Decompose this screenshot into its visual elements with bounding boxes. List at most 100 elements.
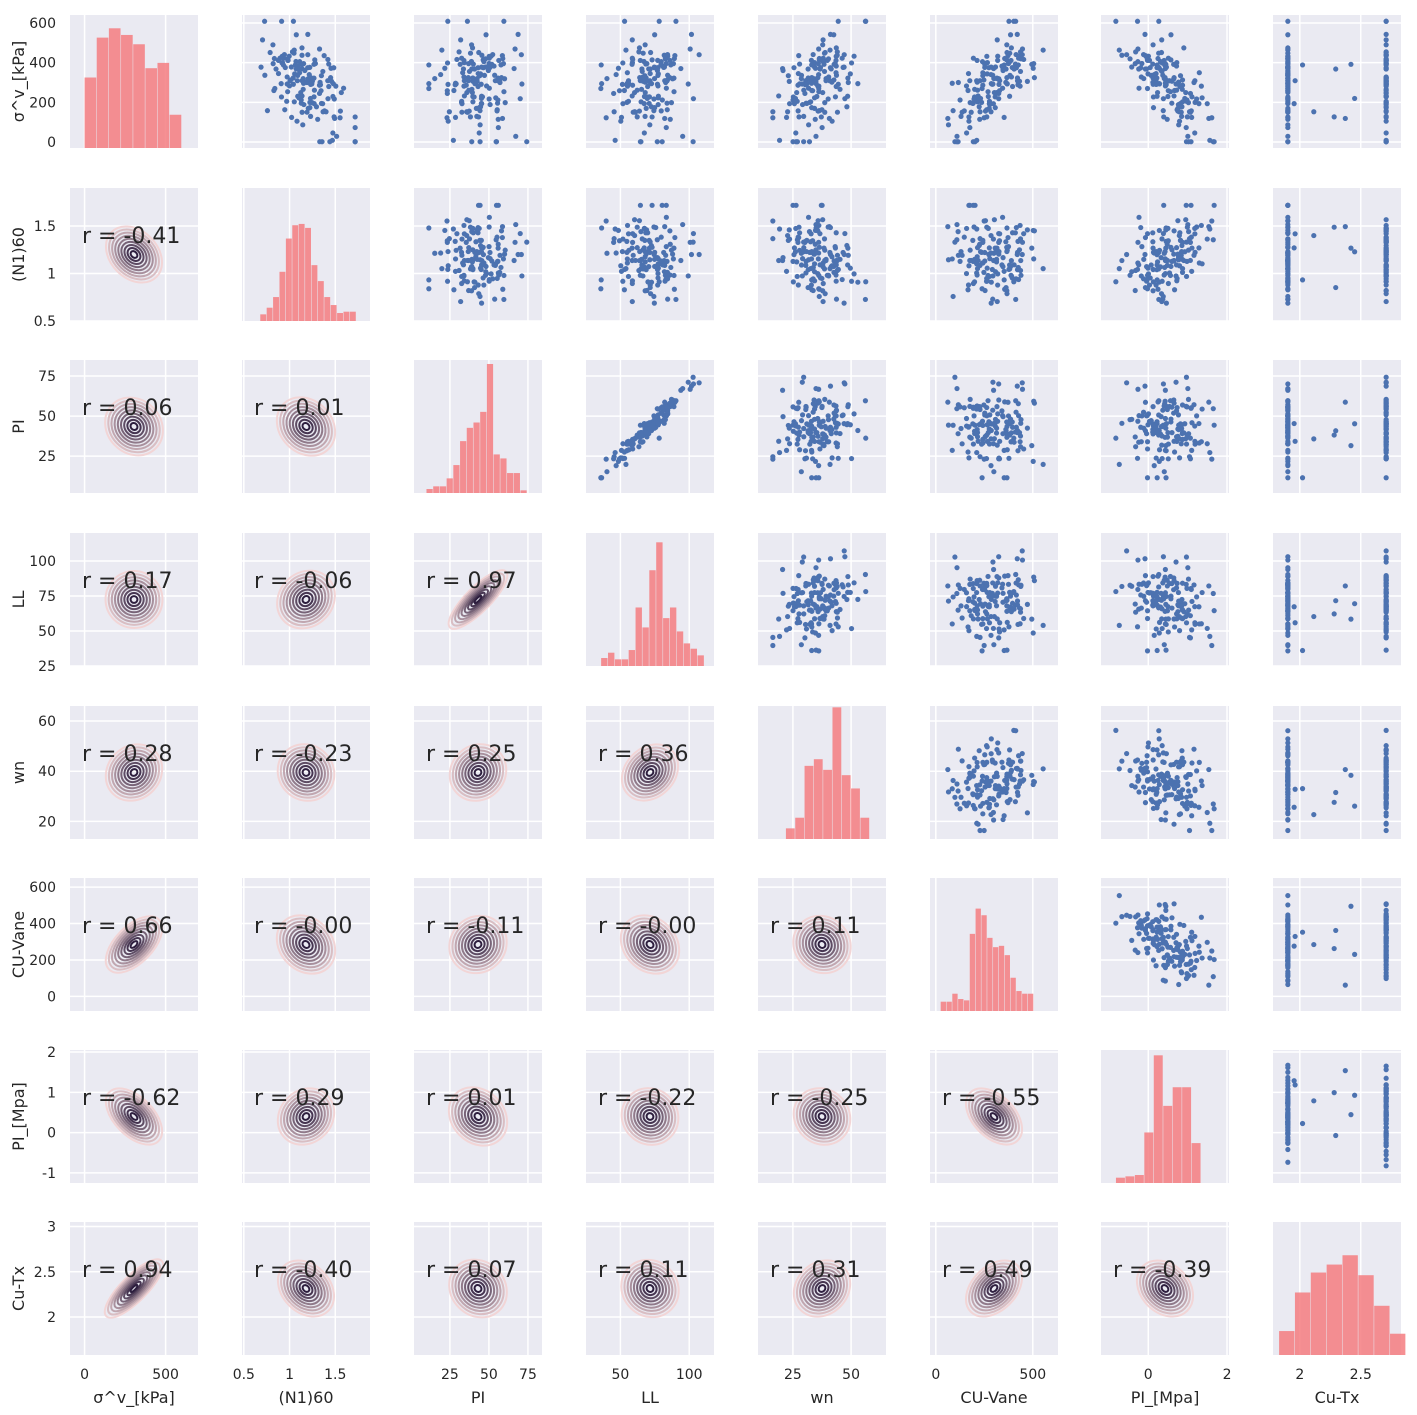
scatter-point (1159, 236, 1165, 242)
scatter-point (629, 93, 635, 99)
panel-5-7 (1273, 878, 1401, 1011)
scatter-point (472, 284, 478, 291)
scatter-point (1016, 247, 1023, 253)
kde-contour (636, 758, 664, 787)
scatter-point (805, 214, 812, 220)
scatter-point (1186, 109, 1193, 115)
scatter-point (273, 66, 279, 72)
scatter-point (786, 78, 792, 84)
scatter-point (1124, 548, 1130, 554)
scatter-point (456, 49, 462, 55)
scatter-point (1029, 245, 1035, 251)
scatter-point (807, 598, 814, 604)
scatter-point (632, 257, 639, 264)
scatter-point (1165, 430, 1171, 436)
scatter-point (1292, 438, 1298, 444)
kde-contour (298, 764, 314, 781)
panel-6-7 (1273, 1050, 1401, 1183)
scatter-point (1168, 263, 1174, 270)
scatter-point (808, 256, 815, 262)
scatter-point (293, 32, 299, 38)
scatter-point (1383, 83, 1389, 89)
scatter-point (796, 611, 802, 617)
scatter-point (1171, 963, 1178, 969)
scatter-point (988, 64, 994, 70)
scatter-point (1147, 776, 1153, 782)
scatter-point (1189, 929, 1195, 935)
scatter-point (981, 642, 987, 649)
scatter-point (439, 47, 445, 53)
scatter-point (1174, 775, 1180, 781)
scatter-point (974, 265, 981, 272)
scatter-point (793, 130, 799, 136)
scatter-point (779, 65, 786, 72)
scatter-point (808, 418, 814, 424)
scatter-point (810, 51, 816, 58)
panel-2-7 (1273, 360, 1401, 493)
kde-contour (798, 921, 846, 968)
scatter-point (458, 298, 464, 305)
kde-contour (126, 937, 142, 952)
scatter-point (806, 229, 813, 235)
scatter-point (611, 109, 617, 115)
scatter-point (1177, 230, 1183, 236)
panel-3-3 (586, 533, 714, 666)
kde-contour (454, 921, 502, 968)
scatter-point (1000, 764, 1006, 771)
scatter-point (470, 75, 476, 81)
kde-contour (107, 573, 161, 626)
scatter-point (1383, 1063, 1389, 1069)
kde-contour (460, 582, 496, 617)
scatter-point (834, 109, 841, 115)
scatter-point (680, 221, 686, 228)
scatter-point (1160, 759, 1166, 765)
kde-contour (301, 940, 311, 949)
scatter-point (1163, 751, 1169, 757)
histogram-bar (1016, 991, 1022, 1011)
scatter-point (1177, 83, 1183, 90)
correlation-label: r = 0.36 (598, 742, 688, 767)
kde-contour (629, 1268, 671, 1309)
scatter-point (461, 74, 467, 80)
scatter-point (826, 224, 832, 230)
scatter-point (1299, 475, 1306, 481)
kde-contour (126, 247, 142, 262)
kde-contour (114, 924, 154, 965)
scatter-point (1196, 759, 1202, 765)
kde-contour (626, 1093, 674, 1140)
scatter-point (623, 47, 629, 53)
kde-contour (808, 930, 836, 959)
scatter-point (1167, 573, 1174, 580)
scatter-point (474, 113, 480, 119)
scatter-point (1198, 914, 1204, 920)
scatter-point (483, 263, 489, 270)
kde-contour (111, 231, 157, 278)
scatter-point (1383, 258, 1389, 264)
scatter-point (468, 42, 475, 48)
scatter-point (783, 268, 790, 274)
correlation-label: r = -0.23 (254, 742, 352, 767)
scatter-point (305, 52, 311, 58)
scatter-point (996, 96, 1002, 102)
scatter-point (1171, 821, 1177, 827)
scatter-point (993, 430, 1000, 436)
kde-contour (104, 743, 164, 802)
scatter-point (1285, 237, 1291, 243)
scatter-point (818, 596, 824, 602)
kde-contour (473, 594, 483, 605)
kde-contour (120, 412, 148, 441)
panel-1-4 (758, 188, 886, 322)
scatter-point (647, 79, 653, 85)
scatter-point (651, 293, 657, 300)
scatter-point (494, 100, 501, 106)
panel-2-1: r = 0.01 (242, 360, 370, 493)
scatter-point (988, 250, 994, 256)
kde-contour (120, 240, 148, 269)
panel-5-2: r = -0.11 (414, 878, 542, 1011)
correlation-label: r = -0.41 (82, 224, 180, 249)
scatter-point (603, 218, 609, 224)
scatter-point (1156, 296, 1162, 303)
scatter-point (997, 438, 1003, 444)
histogram-bar (108, 28, 121, 148)
kde-contour (639, 1277, 661, 1300)
